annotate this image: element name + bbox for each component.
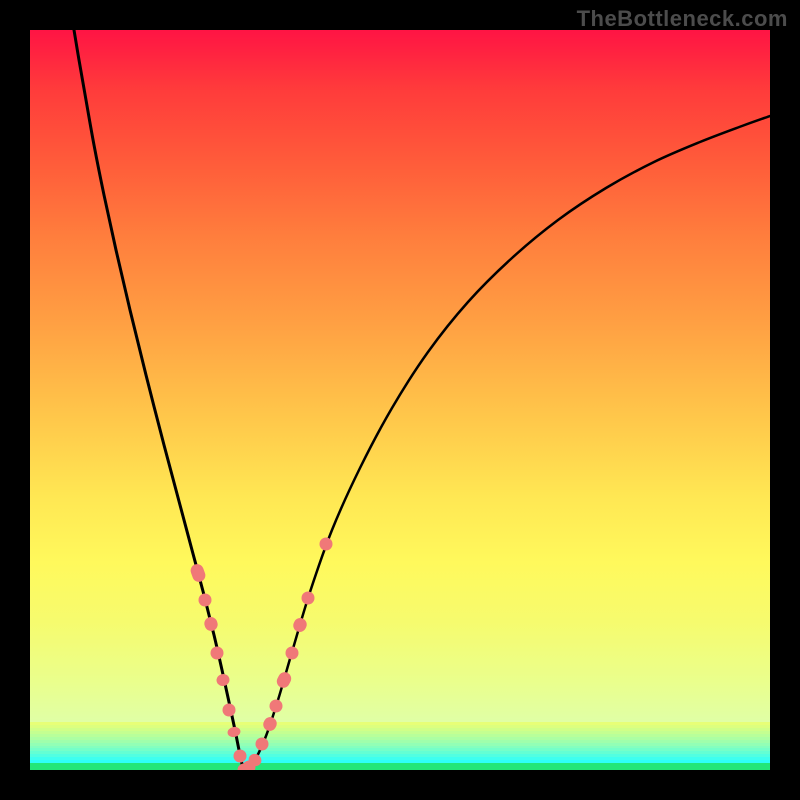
curve-marker-pill xyxy=(203,615,220,632)
curve-marker-dot xyxy=(234,750,247,763)
plot-area xyxy=(30,30,770,770)
curve-marker-pill xyxy=(291,616,309,634)
curve-marker-pill xyxy=(215,673,231,688)
curve-marker-pill xyxy=(227,726,242,738)
curve-right-branch xyxy=(244,116,770,770)
marker-group xyxy=(189,538,333,771)
curve-svg xyxy=(30,30,770,770)
curve-marker-dot xyxy=(223,704,236,717)
curve-marker-dot xyxy=(270,700,283,713)
curve-marker-pill xyxy=(275,670,294,690)
curve-marker-dot xyxy=(286,647,299,660)
curve-marker-dot xyxy=(302,592,315,605)
curve-marker-pill xyxy=(189,562,207,583)
curve-marker-dot xyxy=(211,647,224,660)
curve-marker-dot xyxy=(199,594,212,607)
curve-marker-dot xyxy=(256,738,269,751)
curve-marker-pill xyxy=(261,715,279,733)
watermark-text: TheBottleneck.com xyxy=(577,6,788,32)
curve-marker-dot xyxy=(320,538,333,551)
